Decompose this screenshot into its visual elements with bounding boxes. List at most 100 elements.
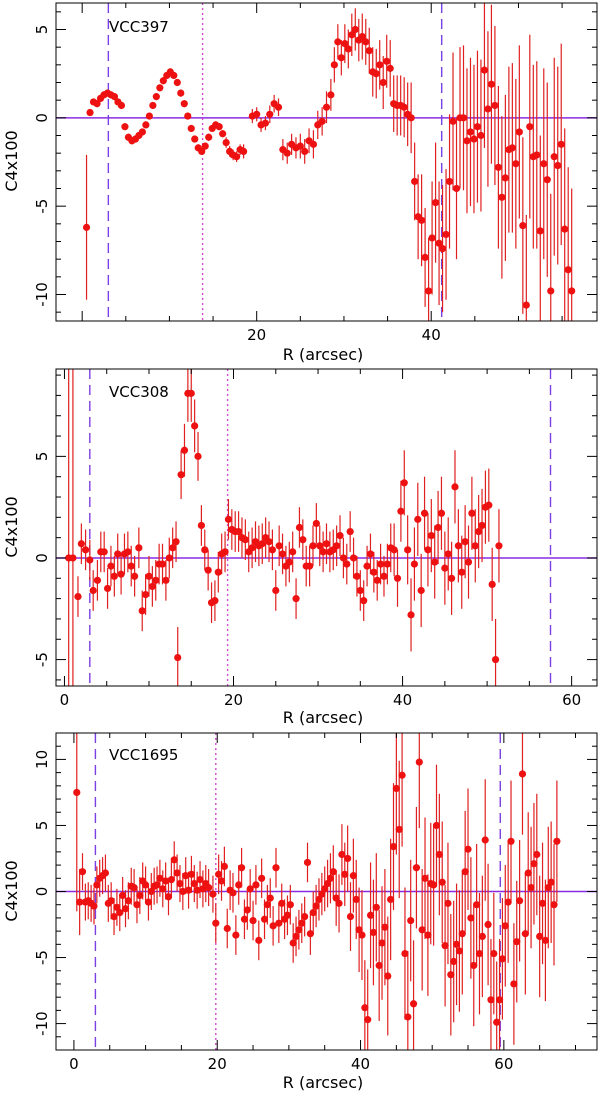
- data-point: [343, 560, 351, 568]
- data-point: [410, 560, 419, 568]
- data-point: [421, 253, 429, 261]
- data-point: [515, 128, 523, 136]
- data-point: [484, 105, 492, 113]
- data-point: [421, 874, 429, 882]
- data-point: [348, 31, 356, 39]
- data-point: [318, 117, 326, 125]
- data-point: [289, 939, 297, 947]
- data-point: [356, 586, 364, 595]
- data-point: [162, 877, 170, 885]
- data-point: [398, 771, 406, 779]
- data-point: [431, 558, 439, 566]
- data-point: [167, 876, 175, 884]
- data-point: [147, 887, 155, 896]
- data-point: [373, 576, 381, 584]
- data-point: [381, 923, 389, 931]
- data-point: [377, 560, 385, 568]
- data-point: [527, 883, 535, 892]
- data-point: [477, 131, 485, 140]
- data-point: [473, 901, 481, 909]
- data-point: [221, 548, 229, 556]
- y-tick-label: -5: [33, 652, 51, 667]
- data-point: [448, 574, 456, 582]
- data-point: [480, 66, 489, 74]
- data-point: [260, 915, 269, 923]
- data-point: [93, 100, 101, 108]
- data-point: [349, 554, 358, 562]
- y-tick-label: -10: [33, 1011, 51, 1035]
- data-point: [384, 972, 392, 980]
- data-point: [366, 911, 375, 919]
- data-point: [365, 47, 373, 55]
- data-point: [295, 926, 303, 934]
- data-point: [133, 901, 141, 909]
- data-point: [232, 931, 240, 939]
- data-point: [487, 996, 495, 1004]
- data-point: [121, 905, 130, 913]
- data-point: [237, 864, 246, 872]
- data-point: [93, 881, 101, 889]
- data-point: [283, 911, 292, 919]
- data-point: [103, 584, 112, 593]
- y-tick-label: 5: [33, 25, 51, 35]
- data-point: [418, 216, 426, 224]
- data-point: [156, 84, 164, 92]
- data-point: [74, 592, 82, 601]
- data-point: [330, 61, 338, 69]
- data-point: [187, 870, 196, 878]
- data-point: [372, 70, 380, 78]
- data-point: [127, 562, 135, 570]
- data-point: [240, 147, 248, 155]
- data-point: [470, 961, 478, 970]
- data-point: [234, 527, 243, 536]
- data-point: [333, 542, 341, 550]
- x-tick-label: 60: [562, 691, 581, 709]
- data-point: [526, 123, 534, 131]
- y-tick-label: 0: [33, 887, 51, 897]
- data-point: [435, 239, 443, 247]
- data-point: [196, 876, 204, 884]
- data-point: [169, 544, 177, 552]
- data-point: [393, 574, 402, 582]
- data-point: [145, 112, 153, 120]
- data-point: [117, 101, 126, 110]
- data-point: [263, 901, 271, 909]
- data-point: [442, 230, 450, 239]
- data-point: [117, 570, 125, 578]
- data-point: [409, 1000, 418, 1008]
- data-point: [205, 883, 213, 892]
- data-point: [90, 902, 98, 910]
- data-point: [478, 932, 486, 941]
- data-point: [541, 936, 550, 944]
- data-point: [144, 898, 153, 906]
- data-point: [484, 920, 492, 929]
- data-point: [518, 770, 527, 778]
- data-point: [430, 881, 438, 889]
- data-point: [283, 149, 291, 157]
- data-point: [449, 117, 457, 125]
- data-point: [435, 850, 443, 859]
- y-tick-label: 5: [33, 821, 51, 831]
- data-point: [258, 540, 266, 548]
- plot-frame: [55, 2, 598, 322]
- data-point: [309, 140, 318, 148]
- y-tick-label: -5: [33, 950, 51, 965]
- data-point: [491, 101, 499, 110]
- data-point: [387, 895, 395, 904]
- x-tick-label: 40: [393, 691, 412, 709]
- data-point: [275, 542, 283, 550]
- data-point: [568, 287, 576, 295]
- data-point: [392, 784, 400, 793]
- data-point: [158, 560, 167, 568]
- data-point: [498, 193, 506, 201]
- data-point: [187, 124, 195, 133]
- data-point: [110, 912, 118, 921]
- data-point: [159, 77, 167, 85]
- data-point: [299, 536, 307, 544]
- data-point: [463, 137, 471, 145]
- data-point: [334, 38, 342, 46]
- data-point: [252, 881, 260, 889]
- data-point: [148, 582, 156, 591]
- data-point: [464, 558, 473, 566]
